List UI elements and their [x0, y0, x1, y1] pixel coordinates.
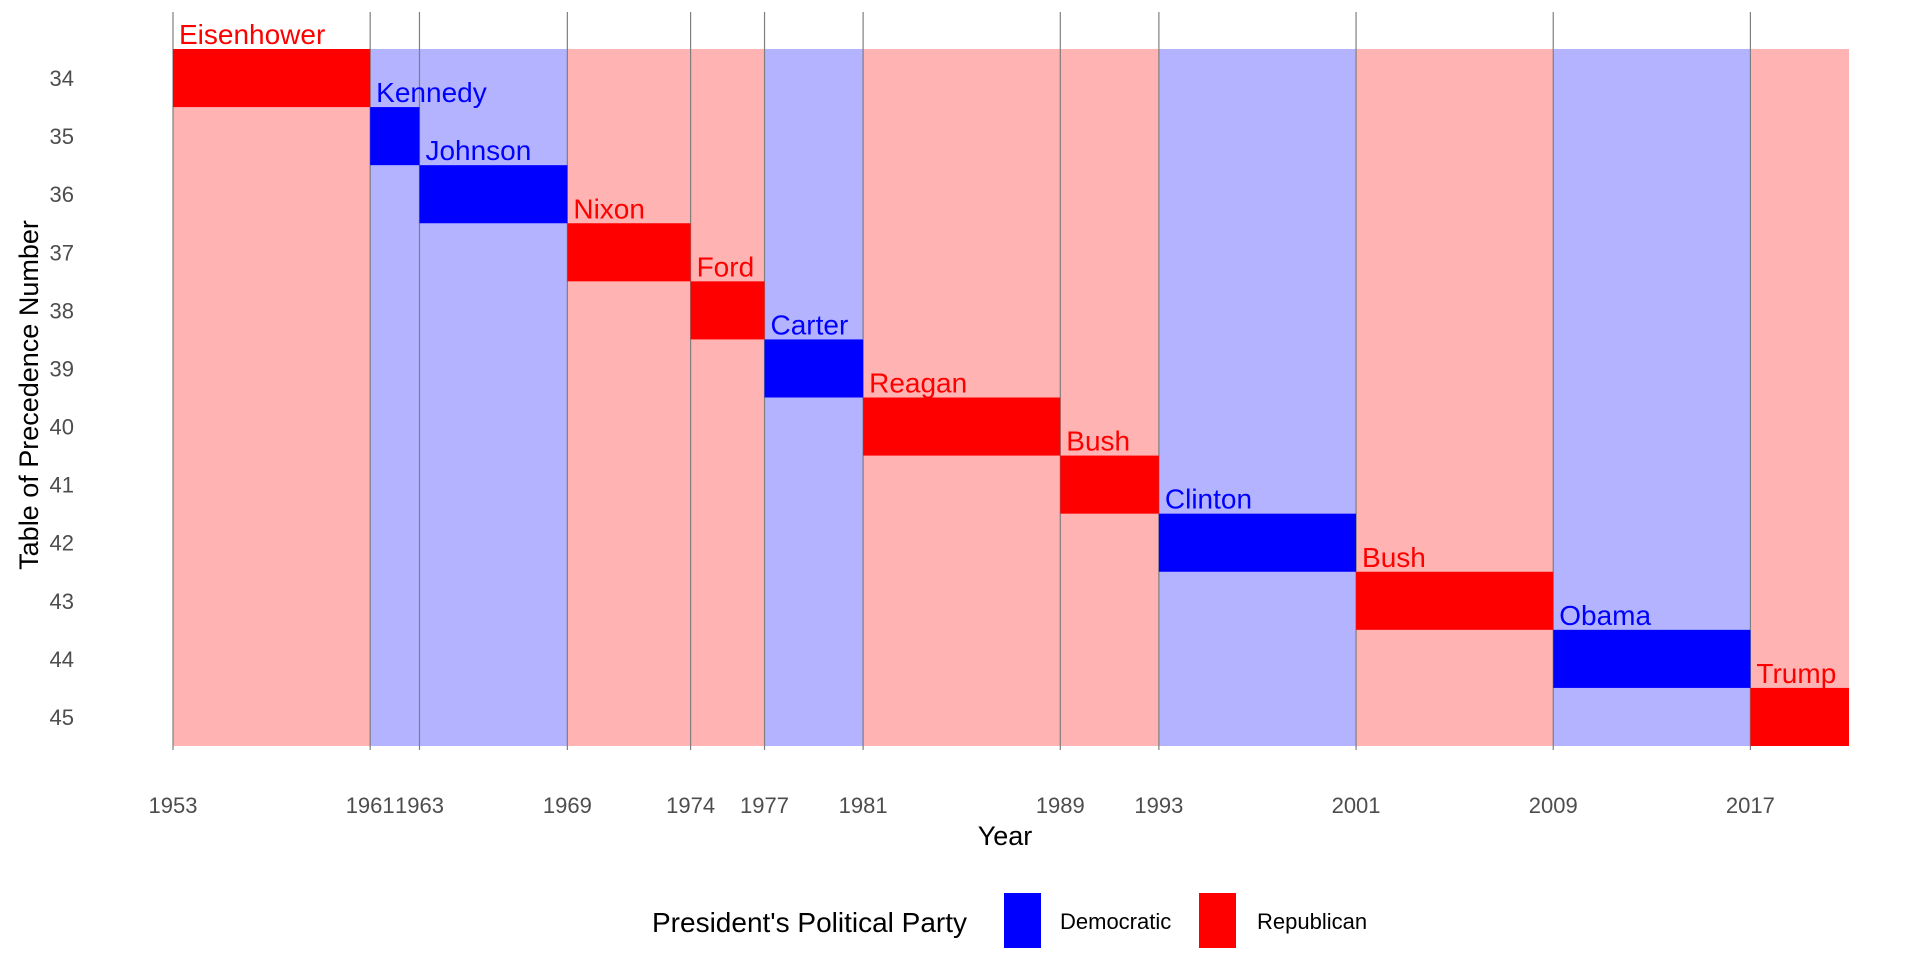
x-tick-label-1977: 1977	[740, 793, 789, 818]
party-band-3	[567, 49, 691, 746]
president-bar-5	[764, 339, 864, 398]
x-tick-label-1974: 1974	[666, 793, 715, 818]
president-label-10: Obama	[1559, 600, 1651, 631]
y-tick-label-44: 44	[50, 647, 74, 672]
y-tick-label-36: 36	[50, 182, 74, 207]
legend: President's Political Party Democratic R…	[652, 893, 1367, 948]
president-label-4: Ford	[697, 251, 755, 282]
president-bar-10	[1553, 629, 1751, 688]
legend-swatch-democratic	[1004, 893, 1041, 948]
president-bar-2	[419, 165, 568, 224]
x-tick-label-1969: 1969	[543, 793, 592, 818]
y-axis-ticks: 34 35 36 37 38 39 40 41 42 43 44 45	[50, 66, 74, 730]
x-tick-label-2017: 2017	[1726, 793, 1775, 818]
president-label-8: Clinton	[1165, 484, 1252, 515]
president-label-6: Reagan	[869, 368, 967, 399]
president-label-9: Bush	[1362, 542, 1426, 573]
x-tick-label-2009: 2009	[1529, 793, 1578, 818]
president-label-5: Carter	[771, 309, 849, 340]
legend-swatch-republican	[1199, 893, 1236, 948]
president-bar-4	[690, 281, 765, 340]
x-tick-label-1989: 1989	[1036, 793, 1085, 818]
y-tick-label-41: 41	[50, 473, 74, 498]
president-labels: Eisenhower Kennedy Johnson Nixon Ford Carter R…	[179, 19, 1836, 689]
president-bar-1	[370, 107, 420, 166]
president-label-2: Johnson	[425, 135, 531, 166]
y-tick-label-38: 38	[50, 298, 74, 323]
y-tick-label-37: 37	[50, 240, 74, 265]
x-tick-label-1953: 1953	[149, 793, 198, 818]
x-tick-label-2001: 2001	[1332, 793, 1381, 818]
x-axis-ticks: 1953 1961 1963 1969 1974 1977 1981 1989 1993 2001…	[149, 793, 1775, 818]
president-bar-7	[1060, 455, 1159, 514]
president-bar-0	[173, 49, 371, 108]
y-tick-label-40: 40	[50, 415, 74, 440]
president-bar-9	[1356, 571, 1554, 630]
party-band-4	[690, 49, 765, 746]
y-tick-label-45: 45	[50, 705, 74, 730]
y-tick-label-39: 39	[50, 356, 74, 381]
y-tick-label-34: 34	[50, 66, 74, 91]
party-band-9	[1356, 49, 1554, 746]
president-label-11: Trump	[1756, 658, 1836, 689]
party-band-0	[173, 49, 371, 746]
x-tick-label-1981: 1981	[839, 793, 888, 818]
party-band-7	[1060, 49, 1159, 746]
president-label-7: Bush	[1066, 426, 1130, 457]
president-label-1: Kennedy	[376, 77, 487, 108]
y-axis-title: Table of Precedence Number	[14, 220, 44, 570]
legend-title: President's Political Party	[652, 907, 967, 938]
legend-label-republican: Republican	[1257, 909, 1367, 934]
president-bar-8	[1158, 513, 1357, 572]
y-tick-label-35: 35	[50, 124, 74, 149]
party-band-8	[1158, 49, 1357, 746]
x-tick-label-1961: 1961	[346, 793, 395, 818]
party-band-11	[1750, 49, 1849, 746]
legend-label-democratic: Democratic	[1060, 909, 1171, 934]
president-bar-3	[567, 223, 691, 282]
president-bars	[173, 49, 1849, 746]
y-tick-label-43: 43	[50, 589, 74, 614]
president-bar-6	[863, 397, 1061, 456]
x-axis-title: Year	[978, 821, 1033, 851]
president-label-3: Nixon	[573, 193, 645, 224]
y-tick-label-42: 42	[50, 531, 74, 556]
president-bar-11	[1750, 687, 1849, 746]
x-tick-label-1963: 1963	[395, 793, 444, 818]
x-tick-label-1993: 1993	[1134, 793, 1183, 818]
president-label-0: Eisenhower	[179, 19, 325, 50]
